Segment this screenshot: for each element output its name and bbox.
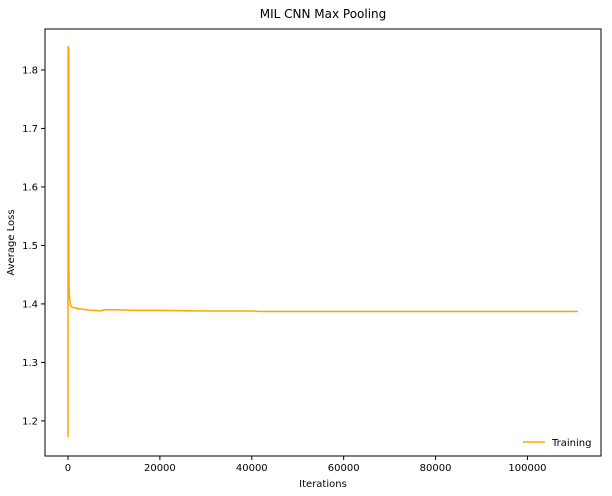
- y-tick-label: 1.4: [22, 299, 38, 310]
- x-tick-label: 40000: [236, 463, 268, 474]
- plot-frame: [44, 28, 602, 457]
- x-tick-label: 80000: [420, 463, 452, 474]
- x-axis-label: Iterations: [299, 479, 347, 490]
- x-tick-label: 0: [65, 463, 71, 474]
- y-tick-label: 1.7: [22, 124, 38, 135]
- x-axis: 0 20000 40000 60000 80000 100000: [65, 456, 547, 474]
- y-tick-label: 1.6: [22, 182, 38, 193]
- x-tick-label: 100000: [508, 463, 546, 474]
- legend-label-training: Training: [551, 438, 591, 449]
- series-line-training: [67, 45, 579, 438]
- y-axis-label: Average Loss: [6, 209, 17, 275]
- plot-area: [44, 28, 602, 457]
- x-tick-label: 60000: [328, 463, 360, 474]
- y-tick-label: 1.3: [22, 358, 38, 369]
- legend: Training: [523, 438, 591, 449]
- y-tick-label: 1.8: [22, 65, 38, 76]
- y-tick-label: 1.5: [22, 241, 38, 252]
- y-tick-label: 1.2: [22, 416, 38, 427]
- chart-title: MIL CNN Max Pooling: [260, 7, 387, 21]
- x-tick-label: 20000: [144, 463, 176, 474]
- y-axis: 1.2 1.3 1.4 1.5 1.6 1.7 1.8: [22, 65, 45, 427]
